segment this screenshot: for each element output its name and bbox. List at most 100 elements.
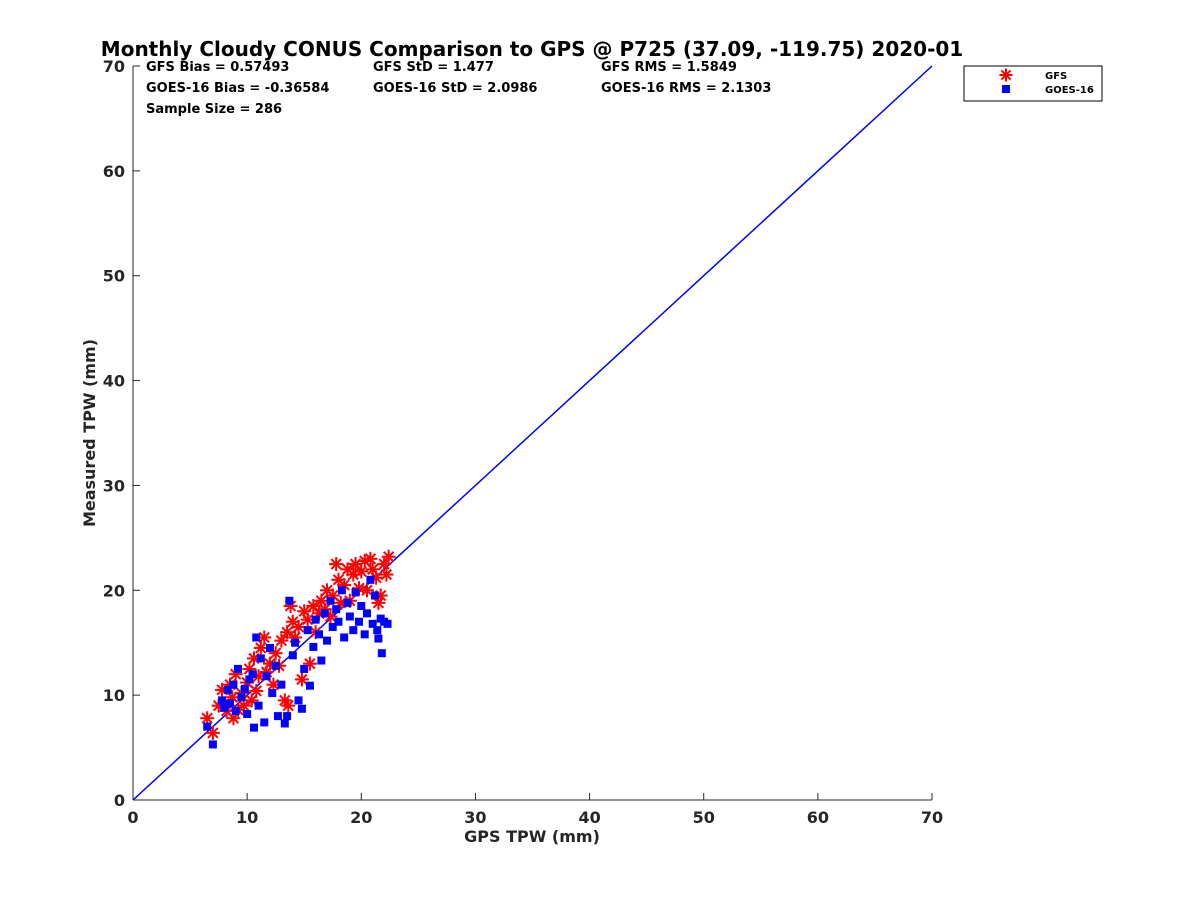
stat-gfs-bias: GFS Bias = 0.57493 bbox=[146, 60, 289, 75]
stat-sample-size: Sample Size = 286 bbox=[146, 102, 282, 117]
goes16-point bbox=[262, 672, 271, 681]
y-tick-label: 60 bbox=[103, 162, 125, 181]
goes16-point bbox=[343, 598, 352, 607]
y-axis-label: Measured TPW (mm) bbox=[80, 339, 99, 527]
goes16-point bbox=[256, 654, 265, 663]
y-tick-label: 40 bbox=[103, 372, 125, 391]
x-tick-label: 0 bbox=[127, 808, 138, 827]
goes16-point bbox=[366, 575, 375, 584]
legend-goes16-marker bbox=[1002, 85, 1010, 93]
legend-gfs-marker bbox=[999, 68, 1013, 82]
goes16-series bbox=[203, 575, 392, 749]
goes16-point bbox=[240, 684, 249, 693]
gfs-point bbox=[249, 683, 264, 698]
goes16-point bbox=[288, 651, 297, 660]
goes16-point bbox=[349, 626, 358, 635]
gfs-point bbox=[359, 583, 374, 598]
goes16-point bbox=[265, 643, 274, 652]
y-tick-label: 30 bbox=[103, 476, 125, 495]
goes16-point bbox=[383, 619, 392, 628]
goes16-point bbox=[277, 680, 286, 689]
ticks: 0 10 20 30 40 50 60 70 0 10 20 30 40 50 60 70 bbox=[103, 57, 943, 827]
goes16-point bbox=[271, 661, 280, 670]
goes16-point bbox=[268, 689, 277, 698]
stat-gfs-rms: GFS RMS = 1.5849 bbox=[601, 60, 737, 75]
goes16-point bbox=[273, 712, 282, 721]
chart-title: Monthly Cloudy CONUS Comparison to GPS @… bbox=[101, 37, 963, 61]
gfs-point bbox=[291, 619, 306, 634]
goes16-point bbox=[300, 664, 309, 673]
x-axis-label: GPS TPW (mm) bbox=[464, 827, 600, 846]
x-tick-label: 60 bbox=[807, 808, 829, 827]
legend-gfs-label: GFS bbox=[1045, 71, 1067, 82]
goes16-point bbox=[355, 617, 364, 626]
legend-gfs-asterisk bbox=[999, 68, 1013, 82]
x-tick-label: 70 bbox=[921, 808, 943, 827]
goes16-point bbox=[243, 710, 252, 719]
y-tick-label: 20 bbox=[103, 581, 125, 600]
goes16-point bbox=[231, 706, 240, 715]
gfs-point bbox=[306, 599, 321, 614]
axes bbox=[132, 66, 932, 801]
goes16-point bbox=[326, 596, 335, 605]
goes16-point bbox=[309, 642, 318, 651]
goes16-point bbox=[334, 617, 343, 626]
goes16-point bbox=[234, 664, 243, 673]
gfs-point bbox=[294, 672, 309, 687]
goes16-point bbox=[260, 718, 269, 727]
gfs-point bbox=[381, 549, 396, 564]
goes16-point bbox=[218, 696, 227, 705]
stat-goes-rms: GOES-16 RMS = 2.1303 bbox=[601, 81, 771, 96]
goes16-point bbox=[297, 704, 306, 713]
goes16-point bbox=[328, 622, 337, 631]
x-tick-label: 20 bbox=[350, 808, 372, 827]
goes16-point bbox=[237, 693, 246, 702]
goes16-point bbox=[280, 719, 289, 728]
goes16-point bbox=[370, 591, 379, 600]
goes16-point bbox=[311, 615, 320, 624]
gfs-series bbox=[200, 549, 396, 740]
x-tick-label: 40 bbox=[578, 808, 600, 827]
gfs-point bbox=[257, 630, 272, 645]
legend: GFS GOES-16 bbox=[963, 65, 1103, 102]
goes16-point bbox=[229, 680, 238, 689]
goes16-point bbox=[337, 586, 346, 595]
goes16-point bbox=[368, 619, 377, 628]
gfs-point bbox=[354, 564, 369, 579]
y-tick-label: 70 bbox=[103, 57, 125, 76]
x-tick-label: 10 bbox=[236, 808, 258, 827]
goes16-point bbox=[291, 638, 300, 647]
goes16-point bbox=[374, 634, 383, 643]
x-tick-label: 30 bbox=[464, 808, 486, 827]
goes16-point bbox=[252, 633, 261, 642]
goes16-point bbox=[373, 626, 382, 635]
gfs-point bbox=[379, 567, 394, 582]
goes16-point bbox=[248, 670, 257, 679]
goes16-point bbox=[249, 723, 258, 732]
gfs-point bbox=[363, 551, 378, 566]
gfs-point bbox=[226, 711, 241, 726]
legend-box bbox=[963, 65, 1103, 102]
goes16-point bbox=[285, 596, 294, 605]
stat-gfs-std: GFS StD = 1.477 bbox=[373, 60, 494, 75]
goes16-point bbox=[208, 740, 217, 749]
goes16-point bbox=[305, 681, 314, 690]
gfs-point bbox=[253, 640, 268, 655]
goes16-point bbox=[223, 685, 232, 694]
stat-goes-std: GOES-16 StD = 2.0986 bbox=[373, 81, 537, 96]
goes16-point bbox=[351, 588, 360, 597]
goes16-point bbox=[294, 696, 303, 705]
y-tick-label: 10 bbox=[103, 686, 125, 705]
legend-goes16-label: GOES-16 bbox=[1045, 85, 1094, 96]
gfs-point bbox=[329, 557, 344, 572]
goes16-point bbox=[320, 609, 329, 618]
gfs-point bbox=[302, 656, 317, 671]
goes16-point bbox=[362, 609, 371, 618]
reference-line-group bbox=[132, 65, 933, 801]
gfs-point bbox=[242, 661, 257, 676]
x-tick-label: 50 bbox=[693, 808, 715, 827]
goes16-point bbox=[254, 701, 263, 710]
gfs-point bbox=[280, 625, 295, 640]
goes16-point bbox=[317, 656, 326, 665]
